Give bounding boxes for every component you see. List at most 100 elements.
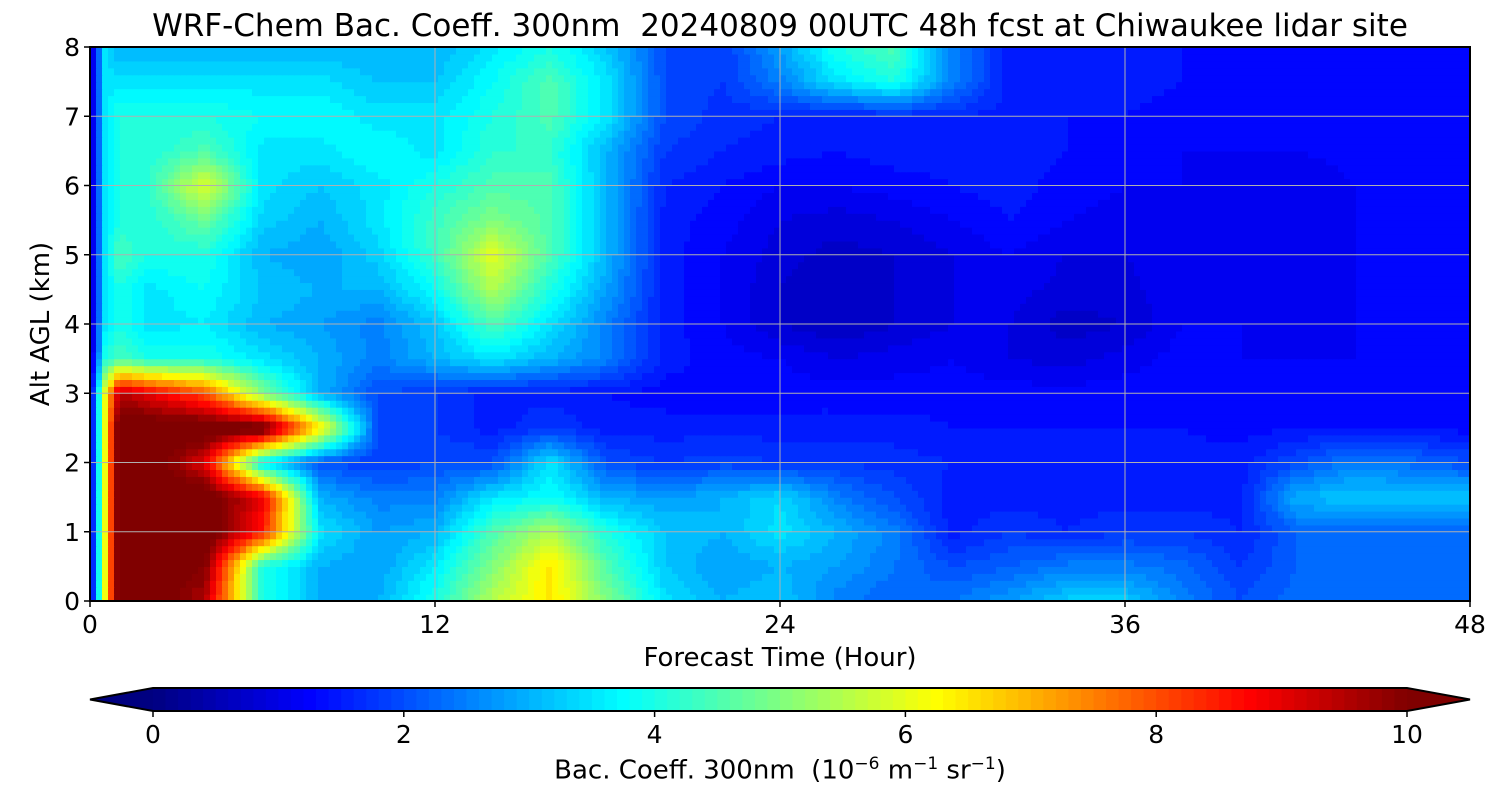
heatmap-cell (378, 517, 385, 526)
heatmap-cell (1296, 462, 1303, 471)
heatmap-cell (468, 538, 475, 547)
heatmap-cell (1452, 587, 1459, 595)
heatmap-cell (762, 524, 769, 533)
heatmap-cell (91, 573, 97, 581)
heatmap-cell (468, 524, 475, 533)
heatmap-cell (594, 517, 601, 526)
heatmap-cell (780, 594, 787, 600)
heatmap-cell (642, 476, 649, 484)
heatmap-cell (378, 545, 385, 554)
heatmap-cell (714, 552, 721, 561)
heatmap-cell (1104, 594, 1111, 600)
heatmap-cell (1332, 538, 1339, 547)
heatmap-cell (1194, 490, 1201, 498)
heatmap-cell (330, 462, 337, 471)
heatmap-cell (1272, 524, 1279, 533)
heatmap-cell (654, 531, 661, 540)
heatmap-cell (198, 483, 205, 491)
heatmap-cell (288, 538, 295, 547)
heatmap-cell (1452, 594, 1459, 600)
heatmap-cell (1344, 580, 1351, 588)
heatmap-cell (1044, 504, 1051, 512)
heatmap-cell (396, 552, 403, 561)
heatmap-cell (1044, 483, 1051, 491)
heatmap-cell (1248, 476, 1255, 484)
heatmap-cell (918, 538, 925, 547)
heatmap-cell (402, 469, 409, 477)
heatmap-cell (264, 573, 271, 581)
heatmap-cell (870, 524, 877, 533)
heatmap-cell (876, 504, 883, 512)
heatmap-cell (720, 483, 727, 491)
heatmap-cell (822, 510, 829, 519)
heatmap-cell (1092, 455, 1099, 464)
heatmap-cell (348, 580, 355, 588)
heatmap-cell (348, 490, 355, 498)
heatmap-cell (144, 497, 151, 505)
heatmap-cell (420, 524, 427, 533)
heatmap-cell (354, 531, 361, 540)
heatmap-cell (1224, 587, 1231, 595)
heatmap-cell (150, 462, 157, 471)
heatmap-cell (1266, 483, 1273, 491)
heatmap-cell (1416, 517, 1423, 526)
heatmap-cell (276, 448, 283, 457)
heatmap-cell (1452, 524, 1459, 533)
heatmap-cell (702, 566, 709, 574)
heatmap-cell (1464, 573, 1469, 581)
heatmap-cell (258, 455, 265, 464)
heatmap-cell (342, 524, 349, 533)
heatmap-cell (468, 545, 475, 554)
heatmap-cell (1386, 462, 1393, 471)
heatmap-cell (978, 497, 985, 505)
heatmap-cell (900, 504, 907, 512)
heatmap-cell (618, 580, 625, 588)
heatmap-cell (1086, 552, 1093, 561)
heatmap-cell (91, 476, 97, 484)
heatmap-cell (1062, 483, 1069, 491)
heatmap-cell (426, 573, 433, 581)
heatmap-cell (558, 455, 565, 464)
heatmap-cell (1272, 573, 1279, 581)
heatmap-cell (1152, 545, 1159, 554)
heatmap-cell (1422, 490, 1429, 498)
heatmap-cell (768, 483, 775, 491)
heatmap-cell (1176, 490, 1183, 498)
heatmap-cell (870, 497, 877, 505)
heatmap-cell (444, 510, 451, 519)
heatmap-cell (570, 517, 577, 526)
heatmap-cell (186, 531, 193, 540)
heatmap-cell (96, 566, 103, 574)
heatmap-cell (792, 462, 799, 471)
heatmap-cell (822, 545, 829, 554)
heatmap-cell (768, 566, 775, 574)
heatmap-cell (942, 538, 949, 547)
heatmap-cell (1254, 594, 1261, 600)
heatmap-cell (576, 476, 583, 484)
heatmap-cell (1182, 531, 1189, 540)
heatmap-cell (222, 483, 229, 491)
heatmap-cell (1116, 524, 1123, 533)
heatmap-cell (1434, 462, 1441, 471)
heatmap-cell (318, 559, 325, 567)
heatmap-cell (114, 566, 121, 574)
heatmap-cell (546, 517, 553, 526)
heatmap-cell (552, 531, 559, 540)
heatmap-cell (1380, 573, 1387, 581)
heatmap-cell (942, 559, 949, 567)
heatmap-cell (990, 517, 997, 526)
heatmap-cell (1398, 517, 1405, 526)
heatmap-cell (834, 462, 841, 471)
heatmap-cell (648, 517, 655, 526)
heatmap-cell (636, 469, 643, 477)
heatmap-cell (1140, 594, 1147, 600)
heatmap-cell (264, 476, 271, 484)
heatmap-cell (114, 531, 121, 540)
heatmap-cell (1074, 462, 1081, 471)
heatmap-cell (1368, 538, 1375, 547)
heatmap-cell (1200, 587, 1207, 595)
heatmap-cell (654, 476, 661, 484)
heatmap-cell (318, 448, 325, 457)
heatmap-cell (966, 524, 973, 533)
heatmap-cell (216, 594, 223, 600)
